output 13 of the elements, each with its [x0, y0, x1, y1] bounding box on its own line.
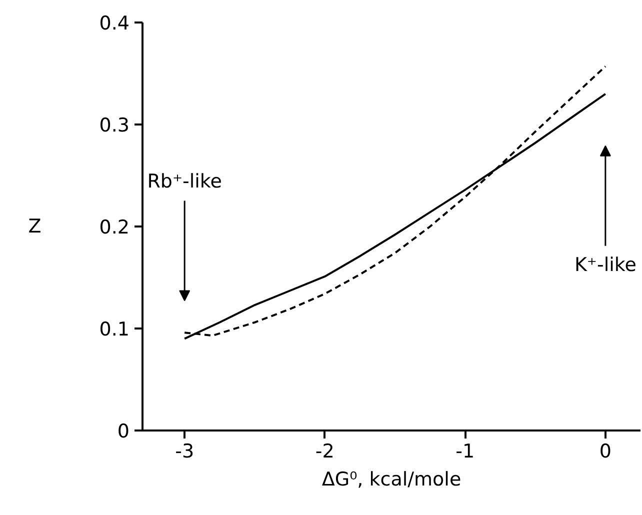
y-tick-label: 0.2: [99, 216, 130, 238]
x-tick-label: -3: [175, 440, 194, 462]
annotation: Rb⁺-like: [147, 170, 222, 193]
annotation: K⁺-like: [574, 254, 636, 276]
x-tick-label: -2: [315, 440, 334, 462]
y-tick-label: 0.4: [99, 12, 130, 34]
y-axis-title: Z: [28, 216, 42, 238]
y-tick-label: 0.1: [99, 318, 130, 340]
y-tick-label: 0.3: [99, 114, 130, 136]
x-tick-label: -1: [456, 440, 475, 462]
x-tick-label: 0: [599, 440, 612, 462]
x-axis-title: ΔG⁰, kcal/mole: [322, 468, 462, 490]
y-tick-label: 0: [117, 420, 130, 442]
